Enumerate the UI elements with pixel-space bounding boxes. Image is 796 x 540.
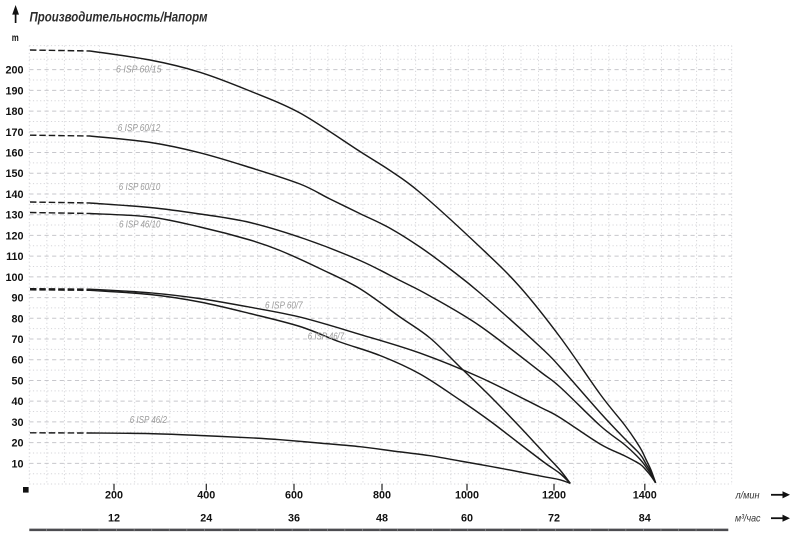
svg-text:800: 800 xyxy=(373,489,391,501)
svg-text:40: 40 xyxy=(11,396,23,408)
svg-text:6 ISP 60/12: 6 ISP 60/12 xyxy=(118,122,161,134)
svg-text:60: 60 xyxy=(11,355,23,367)
svg-text:130: 130 xyxy=(5,210,23,222)
svg-text:л/мин: л/мин xyxy=(735,489,760,501)
svg-text:m: m xyxy=(12,32,19,44)
svg-text:150: 150 xyxy=(5,168,23,180)
svg-text:1000: 1000 xyxy=(455,489,479,501)
svg-text:170: 170 xyxy=(5,127,23,139)
svg-text:10: 10 xyxy=(11,458,23,470)
svg-text:24: 24 xyxy=(200,513,212,525)
svg-text:84: 84 xyxy=(639,513,651,525)
svg-text:м³/час: м³/час xyxy=(735,513,761,525)
svg-text:140: 140 xyxy=(5,189,23,201)
svg-text:6 ISP 46/2: 6 ISP 46/2 xyxy=(130,414,167,426)
svg-text:6 ISP 46/7: 6 ISP 46/7 xyxy=(308,331,345,343)
svg-text:50: 50 xyxy=(11,376,23,388)
svg-text:30: 30 xyxy=(11,417,23,429)
svg-text:80: 80 xyxy=(11,313,23,325)
svg-text:1200: 1200 xyxy=(542,489,566,501)
svg-text:Производительность/Напорм: Производительность/Напорм xyxy=(30,10,208,25)
svg-text:1400: 1400 xyxy=(633,489,657,501)
svg-text:100: 100 xyxy=(5,272,23,284)
svg-text:48: 48 xyxy=(376,513,388,525)
svg-text:6 ISP 60/10: 6 ISP 60/10 xyxy=(119,181,161,193)
svg-text:6 ISP 46/10: 6 ISP 46/10 xyxy=(119,219,161,231)
svg-text:180: 180 xyxy=(5,106,23,118)
svg-text:600: 600 xyxy=(285,489,303,501)
svg-text:200: 200 xyxy=(5,65,23,77)
svg-text:12: 12 xyxy=(108,513,120,525)
svg-text:36: 36 xyxy=(288,513,300,525)
svg-text:6 ISP 60/7: 6 ISP 60/7 xyxy=(265,299,304,311)
svg-text:70: 70 xyxy=(11,334,23,346)
svg-text:400: 400 xyxy=(197,489,215,501)
svg-text:200: 200 xyxy=(105,489,123,501)
svg-text:6 ISP 60/15: 6 ISP 60/15 xyxy=(116,64,162,76)
svg-text:190: 190 xyxy=(5,85,23,97)
svg-text:90: 90 xyxy=(11,293,23,305)
svg-text:60: 60 xyxy=(461,513,473,525)
svg-text:72: 72 xyxy=(548,513,560,525)
svg-text:160: 160 xyxy=(5,148,23,160)
svg-text:110: 110 xyxy=(6,251,23,263)
svg-text:120: 120 xyxy=(5,230,23,242)
svg-text:20: 20 xyxy=(11,438,23,450)
